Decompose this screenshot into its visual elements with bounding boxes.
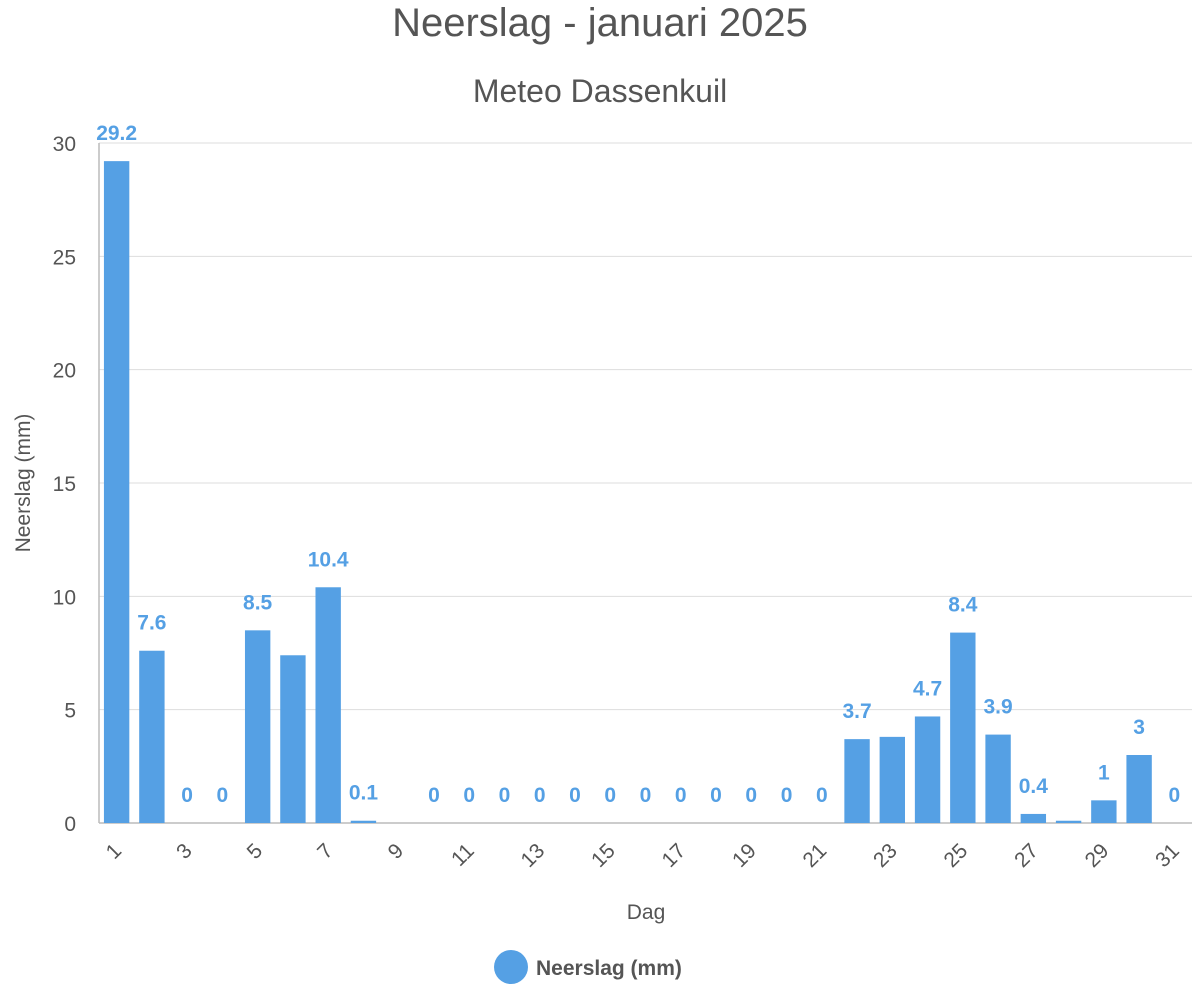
data-label: 0 <box>816 784 828 807</box>
bar[interactable] <box>879 736 905 823</box>
bar[interactable] <box>315 587 341 823</box>
y-tick-label: 15 <box>53 473 76 496</box>
bar[interactable] <box>244 630 271 823</box>
data-label: 0 <box>710 784 722 807</box>
chart-subtitle: Meteo Dassenkuil <box>473 73 727 109</box>
x-tick-label: 21 <box>799 839 832 872</box>
bar[interactable] <box>1126 755 1152 823</box>
data-label: 0 <box>428 784 440 807</box>
data-label: 3 <box>1133 716 1145 739</box>
x-tick-label: 23 <box>869 839 902 872</box>
bar[interactable] <box>139 650 165 823</box>
x-tick-label: 1 <box>102 839 127 864</box>
x-tick-label: 29 <box>1081 839 1114 872</box>
bar[interactable] <box>350 820 377 823</box>
bar[interactable] <box>914 716 941 823</box>
y-tick-label: 25 <box>53 246 76 269</box>
data-label: 8.5 <box>243 591 273 614</box>
data-label: 0 <box>781 784 793 807</box>
bar[interactable] <box>1055 820 1082 823</box>
data-label: 0 <box>463 784 475 807</box>
legend[interactable]: Neerslag (mm) <box>494 950 682 984</box>
gridlines <box>98 142 1192 824</box>
bar[interactable] <box>985 734 1011 823</box>
bar[interactable] <box>103 161 130 824</box>
data-label: 0 <box>217 784 229 807</box>
bar[interactable] <box>950 632 976 823</box>
data-label: 0.1 <box>349 782 379 805</box>
bar[interactable] <box>1020 813 1047 823</box>
y-axis-title: Neerslag (mm) <box>12 414 35 553</box>
data-label: 0 <box>181 784 193 807</box>
data-label: 0 <box>640 784 652 807</box>
y-tick-label: 0 <box>64 813 76 836</box>
x-tick-label: 11 <box>447 839 479 871</box>
data-labels: 29.27.60 08.510.40.1 0 0 0 0 0 0 0 0 0 0 0 03.74.78.4… <box>96 122 1180 807</box>
data-label: 3.9 <box>983 696 1012 719</box>
x-tick-label: 27 <box>1010 839 1043 872</box>
chart-title: Neerslag - januari 2025 <box>392 1 808 45</box>
data-label: 4.7 <box>913 677 942 700</box>
x-tick-labels: 1 3 5 7 9 11 13 15 17 19 21 23 25 27 29 31 <box>102 839 1184 872</box>
x-tick-label: 31 <box>1151 839 1184 872</box>
x-tick-label: 7 <box>313 839 338 864</box>
data-label: 1 <box>1098 761 1110 784</box>
data-label: 0 <box>499 784 511 807</box>
x-tick-label: 17 <box>658 839 691 872</box>
x-tick-label: 15 <box>587 839 620 872</box>
legend-label: Neerslag (mm) <box>536 957 682 980</box>
bar[interactable] <box>280 655 306 823</box>
bar[interactable] <box>844 739 870 823</box>
data-label: 0 <box>1169 784 1181 807</box>
x-axis-title: Dag <box>627 901 666 924</box>
x-tick-label: 25 <box>940 839 973 872</box>
y-tick-label: 20 <box>53 360 76 383</box>
data-label: 7.6 <box>137 612 166 635</box>
y-tick-label: 30 <box>53 133 76 156</box>
data-label: 3.7 <box>842 700 871 723</box>
bar[interactable] <box>1091 800 1117 823</box>
x-tick-label: 5 <box>243 839 268 864</box>
data-label: 0 <box>569 784 581 807</box>
y-tick-label: 5 <box>64 700 76 723</box>
x-tick-label: 3 <box>172 839 197 864</box>
data-label: 0.4 <box>1019 775 1049 798</box>
data-label: 10.4 <box>308 548 349 571</box>
y-tick-label: 10 <box>53 586 76 609</box>
x-tick-label: 9 <box>384 839 409 864</box>
data-label: 0 <box>675 784 687 807</box>
data-label: 0 <box>534 784 546 807</box>
bars <box>103 161 1152 824</box>
data-label: 8.4 <box>948 594 978 617</box>
legend-marker-icon <box>494 950 528 984</box>
data-label: 29.2 <box>96 122 137 145</box>
x-tick-label: 19 <box>728 839 761 872</box>
data-label: 0 <box>745 784 757 807</box>
data-label: 0 <box>604 784 616 807</box>
y-tick-labels: 0 5 10 15 20 25 30 <box>53 133 76 836</box>
x-tick-label: 13 <box>516 839 549 872</box>
